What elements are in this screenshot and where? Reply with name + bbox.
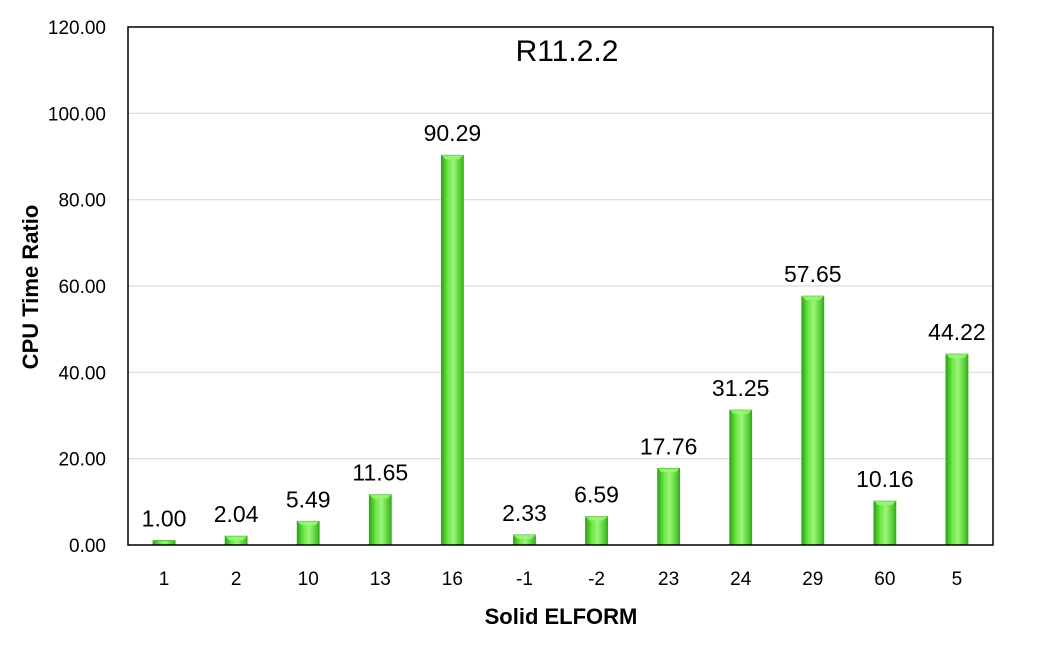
x-tick-labels: 1 2 10 13 16 -1 -2 23 24 29 60 5 xyxy=(159,569,962,590)
x-tick-label: 29 xyxy=(802,569,823,590)
y-tick-label: 60.00 xyxy=(58,277,106,298)
bar-bevel xyxy=(801,296,824,301)
bar-bevel xyxy=(657,468,680,473)
bar xyxy=(945,353,969,546)
bar xyxy=(873,500,897,546)
data-label: 17.76 xyxy=(640,433,698,459)
x-tick-label: -2 xyxy=(588,569,605,590)
y-tick-label: 20.00 xyxy=(58,450,106,471)
data-label: 44.22 xyxy=(928,319,986,345)
data-label: 2.04 xyxy=(214,501,259,527)
x-tick-label: -1 xyxy=(516,569,533,590)
x-tick-label: 23 xyxy=(658,569,679,590)
data-label: 1.00 xyxy=(142,506,187,532)
bar xyxy=(801,295,825,546)
y-tick-labels: 0.00 20.00 40.00 60.00 80.00 100.00 120.00 xyxy=(48,18,106,557)
x-tick-label: 60 xyxy=(874,569,895,590)
x-tick-label: 13 xyxy=(370,569,391,590)
data-label: 5.49 xyxy=(286,486,331,512)
bar xyxy=(729,409,753,546)
bar-bevel xyxy=(729,410,752,415)
y-axis-label: CPU Time Ratio xyxy=(18,205,43,370)
chart-title: R11.2.2 xyxy=(516,35,619,68)
x-tick-label: 2 xyxy=(231,569,242,590)
x-tick-label: 1 xyxy=(159,569,170,590)
x-axis-label: Solid ELFORM xyxy=(485,604,638,629)
bar xyxy=(585,516,608,546)
data-label: 57.65 xyxy=(784,261,842,287)
data-label: 31.25 xyxy=(712,375,770,401)
bar-bevel xyxy=(945,354,968,359)
bar xyxy=(657,467,681,546)
y-tick-label: 100.00 xyxy=(48,104,106,125)
x-tick-label: 16 xyxy=(442,569,463,590)
bar xyxy=(440,154,464,546)
bar-bevel xyxy=(225,536,248,541)
data-label: 2.33 xyxy=(502,500,547,526)
y-tick-label: 120.00 xyxy=(48,18,106,39)
bars xyxy=(152,154,969,546)
y-tick-label: 40.00 xyxy=(58,363,106,384)
bar-bevel xyxy=(369,494,392,499)
bar-bevel xyxy=(441,155,464,160)
y-tick-label: 0.00 xyxy=(69,536,106,557)
bar-bevel xyxy=(513,534,536,539)
bar-bevel xyxy=(297,521,320,526)
bar xyxy=(368,494,392,546)
data-labels: 1.00 2.04 5.49 11.65 90.29 2.33 6.59 17.76 31.25… xyxy=(142,120,986,531)
y-tick-label: 80.00 xyxy=(58,191,106,212)
bar-bevel xyxy=(873,501,896,506)
x-tick-label: 10 xyxy=(298,569,319,590)
plot-area-border xyxy=(127,26,994,546)
x-tick-label: 24 xyxy=(730,569,752,590)
bar-bevel xyxy=(585,516,608,521)
data-label: 90.29 xyxy=(424,120,482,146)
data-label: 11.65 xyxy=(352,460,408,486)
x-tick-label: 5 xyxy=(952,569,963,590)
data-label: 6.59 xyxy=(574,482,619,508)
data-label: 10.16 xyxy=(856,466,914,492)
gridlines xyxy=(128,112,993,460)
